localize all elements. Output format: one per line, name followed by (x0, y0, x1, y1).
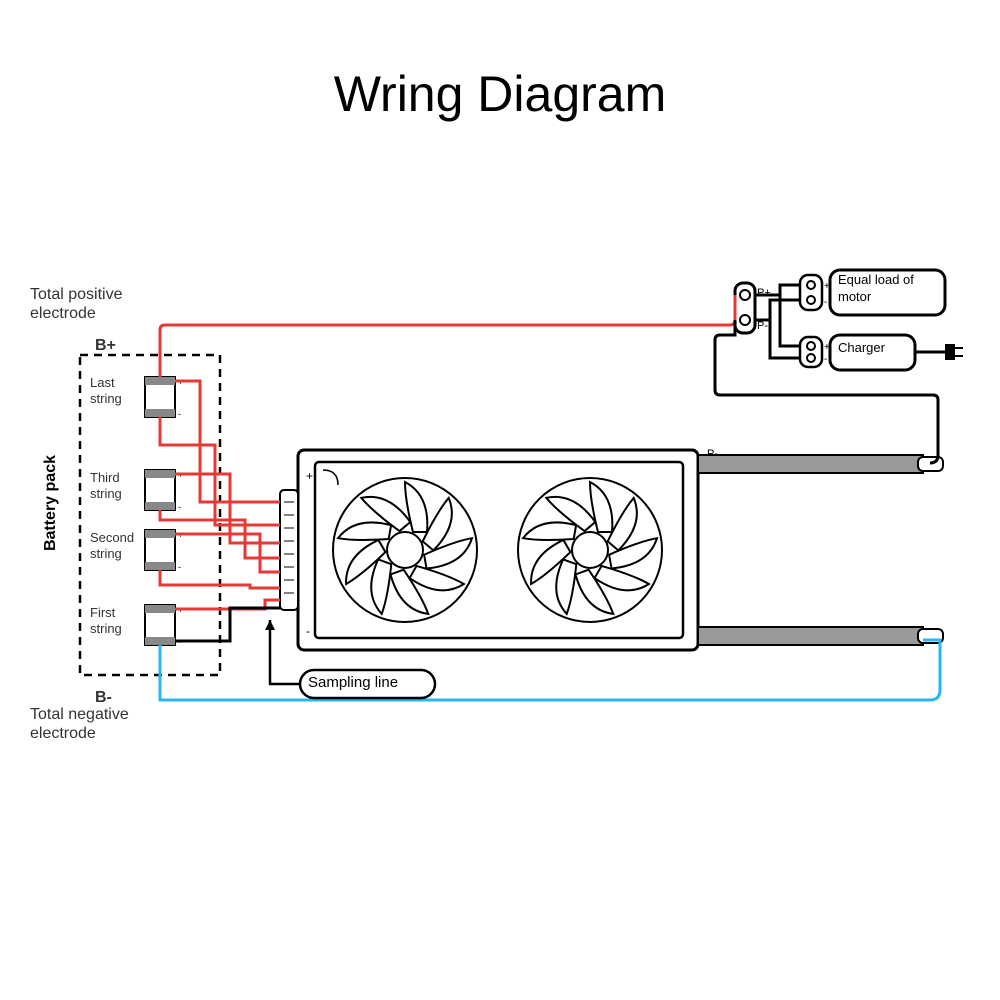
motor-load-text: Equal load of motor (838, 272, 938, 306)
svg-text:-: - (178, 409, 181, 419)
charger-text: Charger (838, 340, 913, 355)
bms-output-bars (698, 455, 943, 645)
battery-cells: + - + - + - + - (145, 377, 183, 647)
sampling-line-text: Sampling line (308, 674, 433, 691)
svg-text:+: + (824, 281, 830, 292)
output-wires (755, 285, 800, 358)
wiring-diagram-svg: + - + - + - + - (0, 0, 1000, 1000)
svg-text:-: - (178, 562, 181, 572)
svg-text:-: - (824, 297, 827, 308)
bms-module: + - (280, 450, 698, 650)
svg-text:+: + (306, 469, 313, 483)
svg-text:-: - (824, 354, 827, 365)
svg-text:-: - (306, 624, 310, 638)
p-connector (735, 283, 755, 333)
svg-text:-: - (178, 502, 181, 512)
svg-text:+: + (824, 342, 830, 353)
